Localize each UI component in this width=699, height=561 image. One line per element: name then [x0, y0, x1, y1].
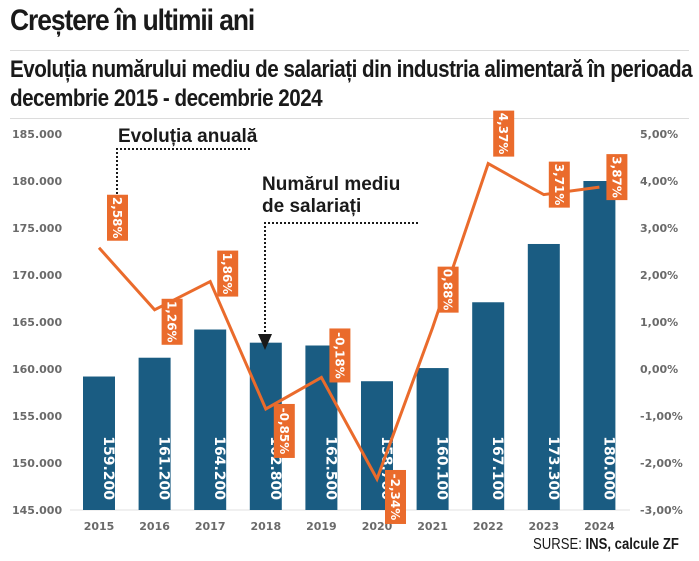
line-label-text: 2,58%	[110, 197, 124, 239]
x-tick-label: 2016	[139, 520, 170, 533]
line-label-2016: 1,26%	[161, 298, 183, 345]
line-label-2019: -0,18%	[329, 328, 351, 383]
arrow-down-icon	[258, 334, 272, 350]
line-label-box	[107, 194, 128, 241]
line-label-2018: -0,85%	[273, 403, 295, 458]
bar-2021	[416, 368, 449, 510]
left-tick-label: 160.000	[12, 363, 62, 376]
line-label-box	[217, 250, 239, 297]
x-tick-label: 2022	[473, 520, 504, 533]
x-tick-label: 2019	[306, 520, 337, 533]
line-label-text: 3,71%	[552, 164, 566, 206]
bar-value-label: 180.000	[600, 436, 616, 500]
left-tick-label: 155.000	[12, 410, 62, 423]
annotations: Evoluția anuală Numărul mediu de salaria…	[110, 126, 418, 350]
subtitle-divider	[10, 118, 689, 119]
annotation-employees-line2: de salariați	[262, 196, 361, 217]
line-label-text: 3,87%	[609, 156, 623, 198]
x-tick-label: 2018	[250, 520, 281, 533]
line-label-2022: 4,37%	[493, 110, 515, 157]
line-label-text: -2,34%	[388, 474, 402, 521]
x-tick-label: 2015	[84, 520, 115, 533]
x-tick-label: 2020	[362, 520, 393, 533]
bar-2024	[583, 181, 616, 510]
chart-subtitle: Evoluția numărului mediu de salariați di…	[10, 56, 693, 112]
annotation-annual-leader	[116, 148, 250, 208]
right-tick-label: 0,00%	[640, 363, 678, 376]
line-label-2017: 1,86%	[217, 250, 239, 297]
line-label-box	[437, 266, 459, 313]
line-label-box	[548, 161, 570, 208]
annotation-employees-leader	[264, 222, 418, 335]
left-tick-label: 170.000	[12, 269, 62, 282]
x-tick-label: 2024	[584, 520, 615, 533]
right-tick-label: -1,00%	[640, 410, 683, 423]
line-label-box	[329, 328, 351, 383]
bar-value-label: 164.200	[211, 436, 227, 500]
annotation-employees-line1: Numărul mediu	[262, 174, 400, 195]
annual-evolution-line	[97, 161, 600, 483]
x-tick-label: 2017	[195, 520, 226, 533]
bar-series: 159.200 161.200 164.200 162.800 162.500 158.7…	[83, 181, 616, 511]
line-label-box	[161, 298, 183, 345]
title-divider	[10, 50, 689, 51]
bar-2016	[138, 357, 171, 510]
line-label-text: -0,18%	[332, 332, 346, 379]
bar-2023	[527, 243, 560, 511]
line-label-box	[273, 403, 295, 458]
left-axis: 145.000 150.000 155.000 160.000 165.000 170.0…	[12, 128, 62, 517]
right-tick-label: 4,00%	[640, 175, 678, 188]
bar-value-label: 159.200	[100, 436, 116, 500]
line-label-2015: 2,58%	[107, 194, 128, 241]
bar-2022	[472, 302, 505, 510]
left-tick-label: 165.000	[12, 316, 62, 329]
bar-value-label: 161.200	[156, 436, 172, 500]
right-tick-label: -3,00%	[640, 504, 683, 517]
left-tick-label: 185.000	[12, 128, 62, 141]
line-label-box	[385, 469, 406, 524]
line-label-text: 1,86%	[220, 253, 234, 295]
annotation-annual-evolution: Evoluția anuală	[118, 126, 258, 147]
right-axis: -3,00% -2,00% -1,00% 0,00% 1,00% 2,00% 3,00% 4,…	[640, 128, 683, 517]
source-prefix: SURSE:	[533, 536, 583, 553]
line-label-text: -0,85%	[277, 408, 291, 455]
source-note: SURSE: INS, calcule ZF	[533, 536, 679, 554]
line-label-text: 0,88%	[441, 269, 455, 311]
right-tick-label: 5,00%	[640, 128, 678, 141]
left-tick-label: 150.000	[12, 457, 62, 470]
line-label-2023: 3,71%	[548, 161, 570, 208]
line-label-box	[606, 154, 628, 201]
right-tick-label: 1,00%	[640, 316, 678, 329]
source-body: INS, calcule ZF	[585, 536, 679, 553]
bar-2017	[194, 329, 227, 510]
bar-value-label: 173.300	[545, 436, 561, 500]
x-tick-label: 2021	[417, 520, 448, 533]
line-label-2020: -2,34%	[385, 469, 406, 524]
line-label-2021: 0,88%	[437, 266, 459, 313]
left-tick-label: 145.000	[12, 504, 62, 517]
right-tick-label: 3,00%	[640, 222, 678, 235]
bar-value-label: 162.500	[322, 436, 338, 500]
x-axis: 2015 2016 2017 2018 2019 2020 2021 2022 2023 2024	[84, 520, 615, 533]
x-tick-label: 2023	[528, 520, 559, 533]
bar-value-label: 167.100	[489, 436, 505, 500]
line-label-2024: 3,87%	[606, 154, 628, 201]
right-tick-label: -2,00%	[640, 457, 683, 470]
line-label-text: 1,26%	[165, 301, 179, 343]
left-tick-label: 180.000	[12, 175, 62, 188]
right-tick-label: 2,00%	[640, 269, 678, 282]
line-label-box	[493, 110, 515, 157]
line-labels: 2,58% 1,26% 1,86% -0,85% -0,18% -2,34% 0,88% 4,…	[107, 110, 628, 524]
line-label-text: 4,37%	[496, 113, 510, 155]
left-tick-label: 175.000	[12, 222, 62, 235]
bar-2015	[83, 376, 115, 510]
chart-title: Creștere în ultimii ani	[10, 4, 255, 37]
bar-value-label: 160.100	[434, 436, 450, 500]
